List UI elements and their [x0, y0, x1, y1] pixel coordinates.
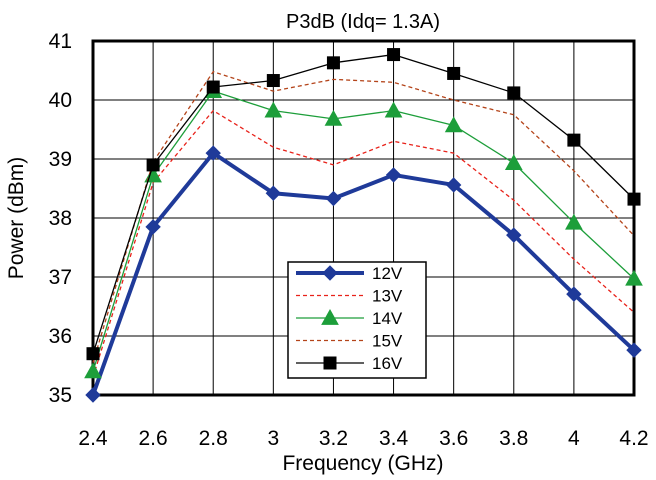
data-point [145, 219, 161, 235]
data-point [504, 154, 523, 171]
data-point [326, 56, 340, 70]
series-line-16V [92, 53, 635, 354]
data-point [626, 342, 642, 358]
data-point [627, 192, 641, 206]
data-point [84, 362, 102, 379]
data-point [205, 145, 221, 161]
y-tick-label: 37 [49, 266, 72, 289]
legend-marker-16V [323, 356, 337, 370]
data-point [385, 167, 402, 183]
x-tick-label: 3.4 [379, 427, 409, 450]
data-point [444, 116, 463, 133]
series-line-13V [92, 109, 635, 378]
x-tick-label: 4.2 [619, 427, 648, 450]
series-13V [92, 109, 635, 378]
legend-label-16V: 16V [372, 354, 403, 373]
y-axis-title: Power (dBm) [5, 157, 28, 280]
data-point [324, 109, 343, 126]
data-point [625, 269, 643, 286]
x-tick-label: 2.6 [139, 427, 168, 450]
x-tick-label: 3.2 [319, 427, 348, 450]
data-point [384, 101, 403, 118]
series-line-14V [92, 90, 635, 372]
data-point [325, 190, 342, 207]
data-point [146, 158, 160, 172]
legend-marker-12V [322, 265, 338, 281]
data-point [266, 74, 280, 88]
y-tick-label: 40 [49, 89, 72, 112]
y-tick-label: 36 [49, 325, 72, 348]
series-layer [84, 48, 643, 403]
y-tick-label: 39 [49, 148, 72, 171]
data-point [567, 133, 581, 147]
legend-box [287, 261, 427, 379]
data-point [566, 286, 582, 302]
x-tick-label: 3.8 [499, 427, 528, 450]
series-16V [86, 48, 641, 361]
data-point [206, 80, 220, 94]
legend-label-12V: 12V [372, 264, 403, 283]
x-tick-label: 3.6 [439, 427, 468, 450]
series-line-15V [92, 71, 635, 363]
data-point [265, 185, 282, 201]
x-tick-label: 4 [568, 427, 580, 450]
data-point [565, 213, 583, 230]
y-tick-label: 38 [49, 207, 72, 230]
data-point [506, 227, 522, 243]
data-point [86, 347, 100, 361]
data-point [507, 86, 521, 100]
y-tick-label: 35 [49, 384, 72, 407]
series-line-12V [91, 151, 636, 396]
data-point [387, 48, 401, 62]
plot-frame [91, 39, 636, 397]
data-point [447, 66, 461, 80]
legend-label-15V: 15V [372, 332, 403, 351]
x-tick-label: 3 [267, 427, 279, 450]
chart-title: P3dB (Idq= 1.3A) [286, 11, 440, 33]
series-12V [85, 145, 642, 403]
series-15V [92, 71, 635, 363]
data-point [85, 387, 101, 403]
legend-label-14V: 14V [372, 309, 403, 328]
x-axis-title: Frequency (GHz) [282, 452, 443, 475]
data-point [445, 177, 462, 193]
legend: 12V 13V 14V 15V 16V [287, 261, 427, 379]
x-tick-label: 2.4 [78, 427, 108, 450]
data-point [264, 101, 283, 118]
tick-labels: 2.4 2.6 2.8 3 3.2 3.4 3.6 3.8 4 4.2 35 36 37 38 39 40 41 [49, 30, 649, 450]
legend-marker-14V [321, 308, 339, 325]
legend-label-13V: 13V [372, 287, 403, 306]
x-tick-label: 2.8 [199, 427, 228, 450]
y-tick-label: 41 [49, 30, 72, 53]
